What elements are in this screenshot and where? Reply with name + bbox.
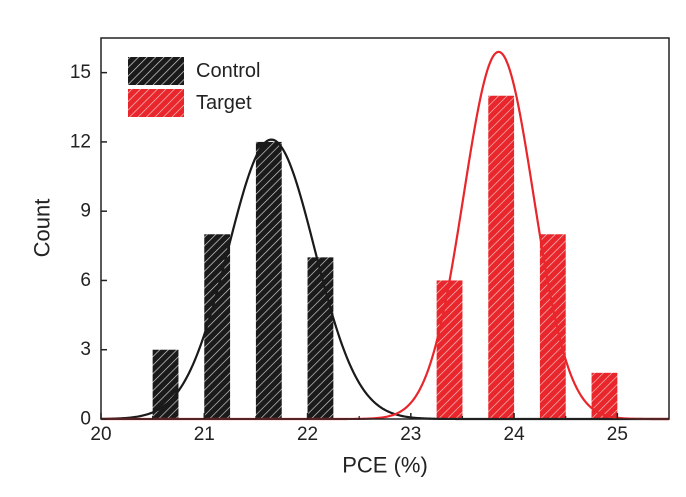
bar-control-3 — [307, 257, 334, 419]
x-axis-title: PCE (%) — [342, 453, 428, 478]
legend-swatch-control — [128, 57, 184, 85]
x-tick-label-20: 20 — [90, 424, 111, 445]
legend: Control Target — [128, 57, 260, 117]
y-axis: 0 3 6 9 12 15 — [70, 62, 107, 430]
fit-curves-layer — [100, 50, 669, 421]
bar-control-0 — [152, 349, 179, 419]
bar-control-1 — [204, 234, 231, 419]
y-tick-label-0: 0 — [80, 409, 91, 430]
y-tick-label-6: 6 — [80, 270, 91, 291]
legend-label-target: Target — [196, 92, 252, 114]
legend-swatch-target — [128, 89, 184, 117]
y-tick-label-3: 3 — [80, 339, 91, 360]
x-tick-label-23: 23 — [400, 424, 421, 445]
bar-target-1 — [488, 95, 515, 420]
legend-label-control: Control — [196, 60, 260, 82]
y-tick-label-15: 15 — [70, 62, 91, 83]
bar-target-0 — [436, 280, 463, 419]
fit-curve-control — [100, 138, 669, 421]
x-tick-label-25: 25 — [607, 424, 628, 445]
x-tick-label-22: 22 — [297, 424, 318, 445]
x-tick-label-24: 24 — [504, 424, 526, 445]
x-tick-label-21: 21 — [194, 424, 215, 445]
x-axis: 20 21 22 23 24 25 — [90, 413, 628, 445]
y-tick-label-9: 9 — [80, 201, 91, 222]
legend-item-control: Control — [128, 57, 260, 85]
bars-layer — [152, 95, 618, 420]
y-axis-title: Count — [30, 199, 55, 258]
fit-curve-target — [101, 50, 669, 421]
y-tick-label-12: 12 — [70, 131, 91, 152]
legend-item-target: Target — [128, 89, 252, 117]
bar-control-2 — [255, 141, 282, 419]
plot-frame — [100, 37, 670, 420]
